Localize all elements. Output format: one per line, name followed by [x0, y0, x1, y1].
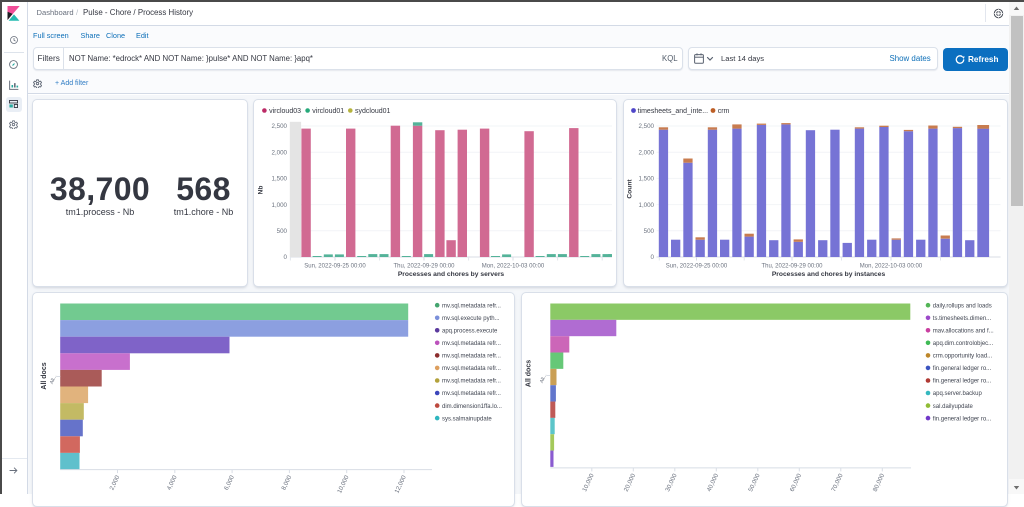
svg-text:4,000: 4,000 [165, 473, 178, 490]
svg-text:ts.timesheets.dimen...: ts.timesheets.dimen... [932, 315, 991, 321]
svg-text:0: 0 [650, 254, 654, 261]
svg-text:sys.salmainupdate: sys.salmainupdate [442, 416, 492, 422]
svg-text:2,000: 2,000 [638, 149, 654, 156]
svg-text:vircloud03: vircloud03 [269, 108, 301, 115]
svg-text:20,000: 20,000 [622, 472, 637, 493]
svg-text:mv.sql.metadata refr...: mv.sql.metadata refr... [442, 378, 501, 384]
svg-text:dim.dimension1ffa.lo...: dim.dimension1ffa.lo... [442, 403, 502, 409]
svg-text:All...: All... [538, 372, 548, 383]
svg-text:2,000: 2,000 [272, 149, 288, 156]
svg-text:vircloud01: vircloud01 [312, 108, 344, 115]
svg-text:0: 0 [284, 254, 288, 261]
svg-text:fin.general ledger ro...: fin.general ledger ro... [932, 378, 991, 384]
svg-text:Thu, 2022-09-29 00:00: Thu, 2022-09-29 00:00 [761, 264, 823, 270]
svg-text:crm: crm [717, 108, 729, 115]
svg-text:All...: All... [48, 373, 58, 384]
svg-text:Mon, 2022-10-03 00:00: Mon, 2022-10-03 00:00 [482, 264, 545, 270]
svg-text:mv.sql.metadata refr...: mv.sql.metadata refr... [442, 353, 501, 359]
svg-text:mv.sql.metadata refr...: mv.sql.metadata refr... [442, 366, 501, 372]
svg-text:crm.opportunity load...: crm.opportunity load... [932, 353, 992, 359]
svg-text:All docs: All docs [525, 359, 532, 386]
svg-text:Count: Count [626, 179, 633, 199]
svg-text:timesheets_and_inte...: timesheets_and_inte... [637, 108, 707, 115]
svg-text:apq.dim.controlobjec...: apq.dim.controlobjec... [932, 341, 993, 347]
svg-text:1,000: 1,000 [638, 202, 654, 209]
svg-text:sydcloud01: sydcloud01 [355, 108, 391, 115]
svg-text:500: 500 [643, 228, 654, 235]
svg-text:mav.allocations and f...: mav.allocations and f... [932, 328, 993, 334]
svg-text:50,000: 50,000 [747, 472, 762, 493]
svg-text:2,000: 2,000 [108, 473, 121, 490]
svg-text:Sun, 2022-09-25 00:00: Sun, 2022-09-25 00:00 [665, 264, 727, 270]
svg-text:mv.sql.metadata refr...: mv.sql.metadata refr... [442, 341, 501, 347]
svg-text:Thu, 2022-09-29 00:00: Thu, 2022-09-29 00:00 [393, 264, 455, 270]
svg-text:1,500: 1,500 [638, 176, 654, 183]
svg-text:mv.sql.execute pyth...: mv.sql.execute pyth... [442, 315, 500, 321]
svg-text:fin.general ledger ro...: fin.general ledger ro... [932, 416, 991, 422]
svg-text:Mon, 2022-10-03 00:00: Mon, 2022-10-03 00:00 [859, 264, 922, 270]
svg-text:70,000: 70,000 [830, 472, 845, 493]
svg-text:2,500: 2,500 [272, 123, 288, 130]
svg-text:daily.rollups and loads: daily.rollups and loads [932, 303, 991, 309]
svg-text:mv.sql.metadata refr...: mv.sql.metadata refr... [442, 303, 501, 309]
svg-text:mv.sql.metadata refr...: mv.sql.metadata refr... [442, 391, 501, 397]
svg-text:Sun, 2022-09-25 00:00: Sun, 2022-09-25 00:00 [304, 264, 366, 270]
svg-text:2,500: 2,500 [638, 123, 654, 130]
svg-text:Processes and chores by server: Processes and chores by servers [398, 271, 505, 278]
svg-text:1,000: 1,000 [272, 202, 288, 209]
svg-text:12,000: 12,000 [393, 473, 408, 493]
svg-text:apq.server.backup: apq.server.backup [932, 391, 982, 397]
svg-text:60,000: 60,000 [788, 472, 803, 493]
svg-text:40,000: 40,000 [705, 472, 720, 493]
svg-text:10,000: 10,000 [336, 473, 351, 493]
svg-text:apq.process.execute: apq.process.execute [442, 328, 498, 334]
svg-text:Nb: Nb [258, 186, 265, 195]
svg-text:30,000: 30,000 [664, 472, 679, 493]
svg-text:8,000: 8,000 [280, 473, 293, 490]
svg-text:1,500: 1,500 [272, 176, 288, 183]
svg-text:6,000: 6,000 [223, 473, 236, 490]
svg-text:Processes and chores by instan: Processes and chores by instances [771, 271, 885, 278]
svg-text:fin.general ledger ro...: fin.general ledger ro... [932, 366, 991, 372]
svg-text:10,000: 10,000 [581, 472, 596, 493]
svg-text:500: 500 [277, 228, 288, 235]
svg-text:sal.dailyupdate: sal.dailyupdate [932, 403, 973, 409]
svg-text:All docs: All docs [41, 362, 48, 389]
svg-text:80,000: 80,000 [871, 472, 886, 493]
